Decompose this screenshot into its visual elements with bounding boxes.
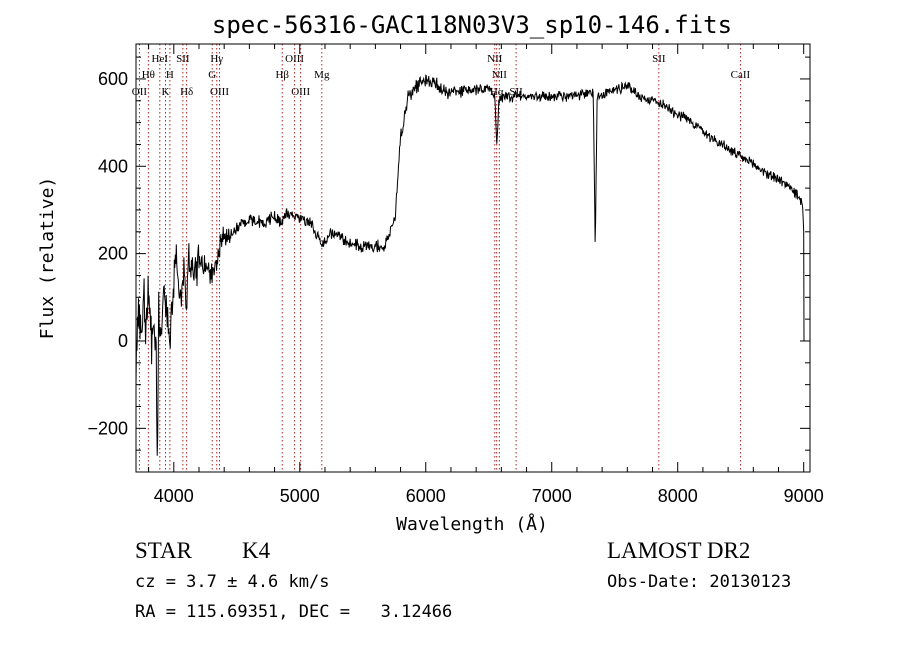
y-tick-label: 600 (98, 69, 128, 89)
emission-line-markers (138, 44, 741, 472)
line-label: CaII (731, 69, 751, 81)
line-label: Hθ (142, 69, 155, 81)
y-tick-label: 200 (98, 244, 128, 264)
line-label: OIII (285, 53, 304, 65)
line-label: SII (652, 53, 666, 65)
y-axis-label: Flux (relative) (37, 177, 58, 340)
y-axis-ticks: −200 0 200 400 600 (87, 56, 810, 473)
spectrum-line (135, 74, 805, 456)
x-tick-label: 8000 (658, 486, 698, 506)
line-label: OII (132, 86, 148, 98)
line-label: NII (487, 53, 503, 65)
ra-dec: RA = 115.69351, DEC = 3.12466 (135, 602, 453, 622)
line-label: NII (492, 69, 508, 81)
observation-date: Obs-Date: 20130123 (607, 572, 792, 592)
plot-frame (135, 43, 811, 473)
line-label: OIII (210, 86, 229, 98)
line-label: K (162, 86, 170, 98)
redshift-cz: cz = 3.7 ± 4.6 km/s (135, 572, 330, 592)
y-tick-label: −200 (87, 418, 128, 438)
line-label: OIII (291, 86, 310, 98)
x-axis-ticks: 4000 5000 6000 7000 8000 9000 (148, 44, 824, 506)
line-label: Hβ (275, 69, 289, 81)
line-label: HeI (152, 53, 169, 65)
line-label: Mg (314, 69, 330, 81)
x-tick-label: 7000 (532, 486, 572, 506)
x-axis-label: Wavelength (Å) (396, 513, 548, 535)
x-tick-label: 9000 (784, 486, 824, 506)
y-tick-label: 0 (118, 331, 128, 351)
line-label: G (208, 69, 216, 81)
object-class: STAR (135, 538, 192, 563)
x-tick-label: 4000 (154, 486, 194, 506)
line-label: Hγ (210, 53, 223, 65)
line-label: H (166, 69, 174, 81)
object-subclass: K4 (242, 538, 271, 563)
data-release: LAMOST DR2 (607, 538, 751, 563)
x-tick-label: 6000 (406, 486, 446, 506)
spectrum-line-group (135, 74, 805, 456)
line-label: SII (176, 53, 190, 65)
y-tick-label: 400 (98, 156, 128, 176)
x-tick-label: 5000 (280, 486, 320, 506)
chart-title: spec-56316-GAC118N03V3_sp10-146.fits (212, 11, 732, 39)
line-label: Hδ (180, 86, 193, 98)
emission-line-labels: OIIHθHeIKHSIIHδHγGOIIIHβOIIIOIIIMgNIINII… (132, 53, 751, 98)
